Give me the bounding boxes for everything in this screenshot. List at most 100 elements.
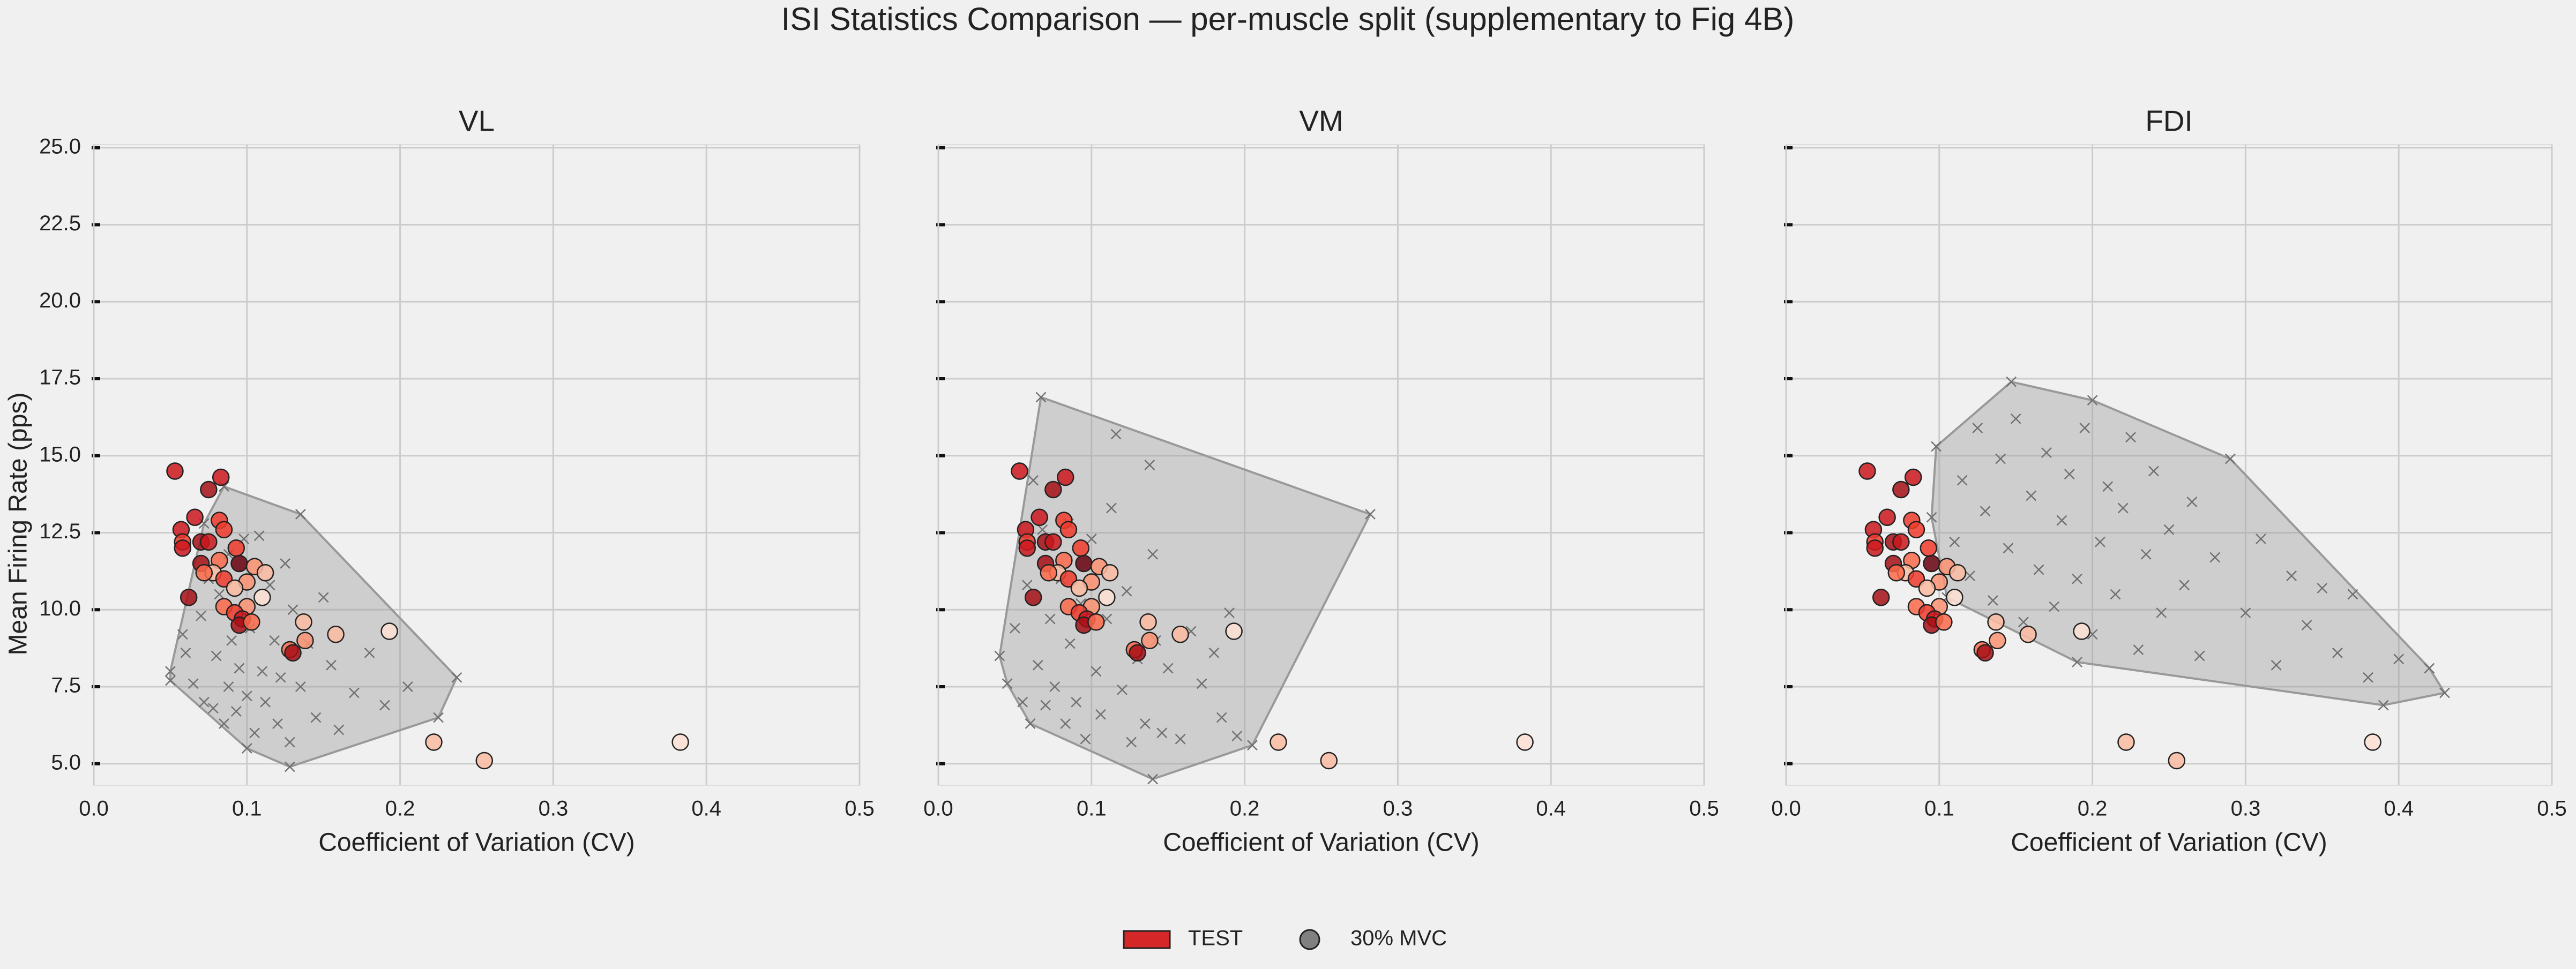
- cross-point: [1037, 524, 1048, 535]
- cross-point: [364, 647, 375, 658]
- circle-point: [284, 644, 302, 662]
- cross-point: [2018, 617, 2029, 628]
- cross-stroke: [1965, 570, 1975, 581]
- legend-swatch: [1123, 930, 1171, 949]
- panel-title: VM: [1299, 104, 1343, 138]
- cross-stroke: [1987, 595, 1998, 606]
- circle-point: [1920, 539, 1938, 557]
- cross-point: [1147, 773, 1159, 785]
- cross-point: [2156, 607, 2167, 618]
- circle-point: [226, 579, 244, 597]
- cross-stroke: [2240, 607, 2251, 618]
- cross-stroke: [241, 690, 252, 702]
- circle-point: [1935, 613, 1953, 631]
- cross-stroke: [2010, 413, 2021, 424]
- cross-stroke: [2393, 653, 2405, 665]
- cross-stroke: [196, 610, 206, 621]
- cross-stroke: [1931, 441, 1942, 452]
- legend-label: 30% MVC: [1350, 927, 1447, 950]
- cross-point: [2286, 570, 2297, 581]
- cross-stroke: [1231, 731, 1243, 741]
- x-tick-label: 0.5: [2537, 797, 2567, 821]
- cross-stroke: [2041, 447, 2052, 458]
- cross-point: [2271, 659, 2282, 671]
- cross-stroke: [364, 647, 375, 658]
- cross-point: [994, 650, 1005, 662]
- cross-stroke: [219, 718, 229, 729]
- x-tick-label: 0.2: [1230, 797, 1260, 821]
- cross-point: [1040, 700, 1051, 711]
- cross-point: [2041, 447, 2052, 458]
- cross-stroke: [2003, 543, 2014, 554]
- cross-stroke: [2301, 620, 2312, 630]
- x-axis-label: Coefficient of Variation (CV): [318, 829, 634, 857]
- cross-stroke: [260, 696, 271, 708]
- plot-area: [1786, 144, 2552, 786]
- circle-point: [296, 632, 314, 649]
- cross-point: [451, 672, 462, 683]
- cross-stroke: [1040, 700, 1051, 711]
- circle-point: [180, 589, 198, 606]
- circle-point: [1171, 626, 1189, 643]
- cross-point: [2095, 536, 2105, 547]
- cross-point: [1021, 580, 1033, 591]
- cross-point: [269, 635, 280, 646]
- cross-point: [1110, 429, 1122, 440]
- cross-point: [1972, 423, 1983, 433]
- cross-point: [2194, 650, 2205, 662]
- cross-stroke: [1037, 524, 1048, 535]
- cross-point: [165, 666, 176, 677]
- cross-point: [2064, 469, 2075, 480]
- cross-stroke: [326, 659, 337, 671]
- cross-point: [284, 761, 295, 772]
- cross-stroke: [2033, 564, 2044, 575]
- cross-stroke: [284, 761, 295, 772]
- circle-point: [1098, 589, 1116, 606]
- cross-point: [2087, 395, 2098, 406]
- cross-stroke: [2079, 423, 2090, 433]
- x-tick-label: 0.5: [1689, 797, 1719, 821]
- cross-point: [2439, 687, 2450, 698]
- cross-point: [348, 687, 360, 698]
- circle-point: [186, 508, 204, 526]
- cross-point: [214, 589, 225, 600]
- cross-point: [2133, 644, 2144, 655]
- x-tick-label: 0.0: [1771, 797, 1801, 821]
- cross-stroke: [1208, 647, 1220, 658]
- cross-point: [1117, 684, 1128, 695]
- cross-point: [1080, 733, 1091, 745]
- cross-point: [287, 604, 298, 615]
- circle-point: [166, 462, 184, 480]
- cross-stroke: [1972, 423, 1983, 433]
- cross-point: [2026, 490, 2037, 501]
- cross-point: [1095, 709, 1106, 720]
- cross-point: [2240, 607, 2251, 618]
- cross-point: [226, 635, 237, 646]
- cross-point: [208, 703, 219, 714]
- cross-point: [1025, 718, 1036, 729]
- cross-point: [295, 681, 306, 692]
- cross-point: [2393, 653, 2405, 665]
- cross-stroke: [1035, 392, 1047, 403]
- cross-point: [1987, 595, 1998, 606]
- cross-stroke: [348, 687, 360, 698]
- circle-point: [200, 480, 218, 499]
- cross-stroke: [1147, 773, 1159, 785]
- cross-point: [1071, 696, 1082, 708]
- cross-point: [275, 672, 286, 683]
- cross-stroke: [1144, 460, 1155, 470]
- cross-stroke: [1147, 549, 1159, 560]
- y-tick-label: 17.5: [39, 366, 81, 389]
- circle-point: [295, 613, 312, 631]
- circle-point: [1024, 589, 1042, 606]
- cross-stroke: [284, 737, 295, 748]
- x-tick-label: 0.3: [539, 797, 569, 821]
- cross-stroke: [310, 712, 322, 723]
- cross-point: [1144, 460, 1155, 470]
- cross-stroke: [994, 650, 1005, 662]
- cross-point: [2186, 497, 2198, 507]
- cross-stroke: [241, 743, 252, 754]
- cross-stroke: [2194, 650, 2205, 662]
- circle-point: [1989, 632, 2006, 649]
- cross-stroke: [1196, 678, 1207, 689]
